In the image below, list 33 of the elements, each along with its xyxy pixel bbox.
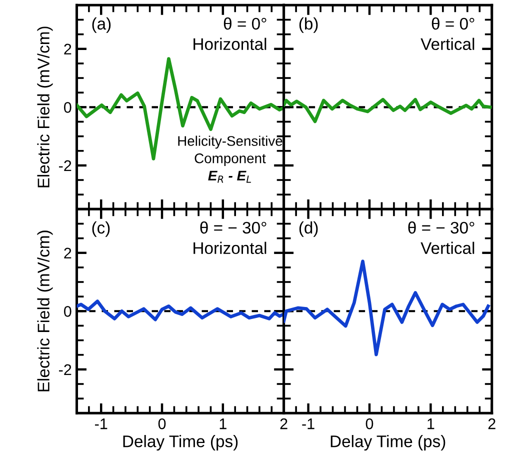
y-axis-title: Electric Field (mV/cm)	[37, 26, 53, 188]
annotation: E$_{R}$ - E$_{L}$	[208, 170, 251, 183]
x-tick-label: -1	[302, 418, 314, 430]
x-tick-label: 1	[220, 418, 226, 430]
y-tick-label: -2	[58, 364, 72, 375]
annotation: (b)	[299, 17, 318, 33]
y-tick-label: 2	[64, 248, 72, 258]
y-tick-label: 0	[64, 306, 72, 317]
x-tick-label: 1	[428, 418, 434, 430]
annotation: θ = 0°	[432, 17, 474, 30]
annotation: Horizontal	[194, 242, 266, 254]
y-axis-title: Electric Field (mV/cm)	[37, 230, 53, 392]
annotation: (a)	[92, 17, 111, 33]
y-tick-label: 2	[64, 44, 72, 54]
annotation: Vertical	[420, 38, 474, 50]
x-tick-label: -1	[95, 418, 108, 430]
y-tick-label: -2	[58, 160, 72, 171]
annotation: Vertical	[420, 242, 474, 254]
annotation: θ = − 30°	[200, 221, 266, 234]
annotation: (c)	[92, 221, 110, 237]
x-axis-title: Delay Time (ps)	[330, 435, 446, 451]
annotation: θ = − 30°	[408, 221, 474, 234]
annotation: Horizontal	[194, 38, 266, 50]
x-axis-title: Delay Time (ps)	[123, 435, 238, 451]
x-tick-label: 2	[280, 418, 288, 430]
x-tick-label: 0	[366, 418, 374, 430]
annotation: θ = 0°	[224, 17, 266, 30]
annotation: Helicity-Sensitive	[178, 136, 282, 149]
annotation: (d)	[299, 221, 318, 237]
y-tick-label: 0	[64, 102, 72, 113]
x-tick-label: 2	[488, 418, 496, 430]
annotation: Component	[194, 153, 266, 166]
x-tick-label: 0	[158, 418, 166, 430]
